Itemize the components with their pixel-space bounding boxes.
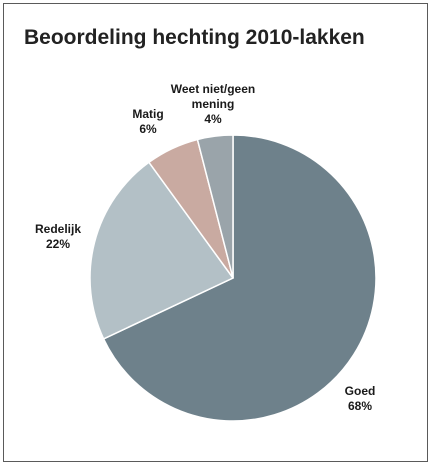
pie-labels: Goed 68% Redelijk 22% Matig 6% Weet niet/geen m… [35, 82, 375, 413]
chart-title: Beoordeling hechting 2010-lakken [24, 26, 365, 49]
slice-label-weet-niet-geen-mening: Weet niet/geen mening 4% [171, 82, 255, 126]
slice-label-goed: Goed 68% [345, 384, 376, 413]
pie-slice-redelijk [89, 161, 235, 340]
slice-label-matig: Matig 6% [132, 107, 163, 136]
pie-slice-goed [102, 134, 377, 422]
slice-label-redelijk: Redelijk 22% [35, 222, 81, 251]
pie-slices [89, 134, 377, 422]
pie-slice-weet-niet-geen-mening [196, 134, 234, 279]
